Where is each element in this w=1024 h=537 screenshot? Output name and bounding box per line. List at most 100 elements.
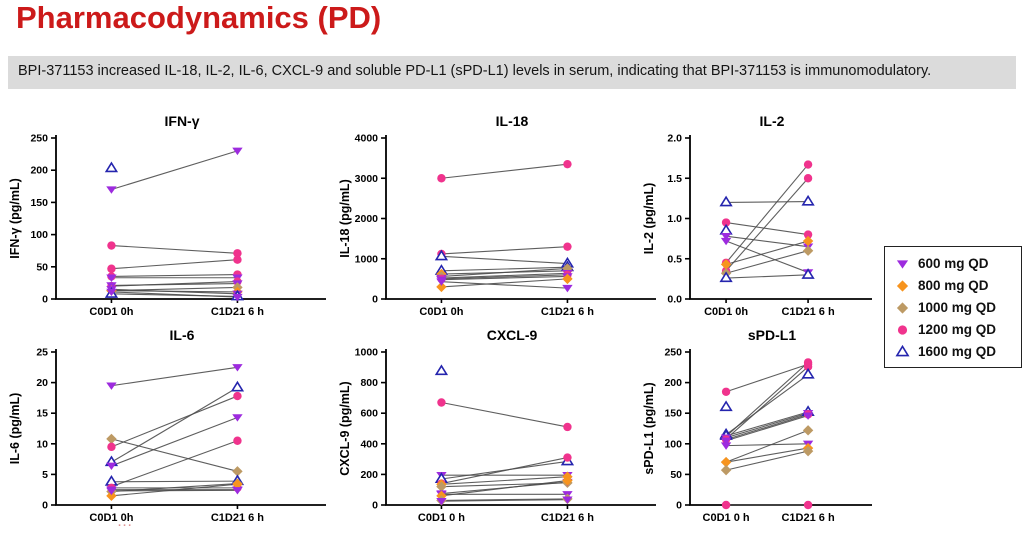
- pair-line: [725, 164, 809, 264]
- x-tick-label: C1D21 6 h: [781, 306, 834, 318]
- pair-line: [111, 259, 238, 270]
- data-point-marker: [436, 278, 447, 286]
- chart-cxcl-9: CXCL-9 CXCL-9 (pg/mL) 0 200 400 600 800 1000 C0D…: [336, 326, 664, 532]
- pair-line: [111, 244, 238, 254]
- pair-line: [111, 288, 238, 295]
- data-point-marker: [563, 422, 572, 432]
- y-tick-label: 10: [36, 438, 48, 450]
- y-axis-label: IL-6 (pg/mL): [8, 393, 22, 465]
- y-axis-label: IL-18 (pg/mL): [338, 179, 352, 257]
- data-point-marker: [802, 412, 814, 420]
- data-point-marker: [232, 364, 243, 372]
- y-axis-label: CXCL-9 (pg/mL): [338, 381, 352, 475]
- data-point-marker: [106, 433, 117, 445]
- data-point-marker: [232, 293, 243, 302]
- x-tick-label: C0D1 0h: [89, 512, 133, 524]
- pair-line: [111, 489, 238, 492]
- legend-item-1200mg: 1200 mg QD: [895, 322, 1013, 337]
- data-point-marker: [803, 174, 813, 183]
- data-point-marker: [107, 442, 116, 452]
- chart-canvas: CXCL-9 CXCL-9 (pg/mL) 0 200 400 600 800 1000 C0D…: [338, 327, 656, 524]
- y-tick-label: 25: [36, 347, 48, 359]
- chart-title: sPD-L1: [748, 327, 796, 343]
- y-tick-label: 200: [360, 469, 378, 481]
- data-point-marker: [233, 255, 242, 264]
- data-point-marker: [434, 364, 449, 376]
- pair-line: [725, 411, 809, 437]
- pair-line: [111, 150, 238, 191]
- x-tick-label: C0D1 0h: [89, 306, 133, 318]
- pair-line: [725, 412, 809, 439]
- legend-label: 600 mg QD: [918, 256, 989, 271]
- pair-line: [725, 429, 809, 463]
- pair-line: [441, 479, 568, 497]
- data-point-marker: [436, 481, 447, 492]
- y-tick-label: 250: [664, 347, 682, 359]
- summary-text: BPI-371153 increased IL-18, IL-2, IL-6, …: [18, 63, 932, 79]
- y-tick-label: 150: [664, 408, 682, 420]
- chart-spd-l1: sPD-L1 sPD-L1 (pg/mL) 0 50 100 150 200 250 C0D1 …: [640, 326, 880, 532]
- data-point-marker: [232, 414, 243, 422]
- pair-line: [725, 250, 809, 274]
- legend-item-800mg: 800 mg QD: [895, 278, 1013, 293]
- chart-canvas: IL-18 IL-18 (pg/mL) 0 1000 2000 3000 4000 C0D1 …: [338, 113, 656, 318]
- y-tick-label: 1.0: [667, 213, 682, 225]
- pair-line: [111, 273, 238, 278]
- pair-line: [441, 281, 568, 289]
- diamond-filled-icon: [896, 301, 909, 314]
- y-tick-label: 0: [372, 294, 378, 306]
- y-tick-label: 1.5: [667, 173, 682, 185]
- chart-il-18: IL-18 IL-18 (pg/mL) 0 1000 2000 3000 4000 C0D1 …: [336, 112, 664, 326]
- pair-line: [725, 450, 809, 471]
- pair-line: [726, 274, 809, 279]
- data-point-marker: [233, 436, 242, 445]
- chart-ifn-gamma: IFN-γ IFN-γ (pg/mL) 0 50 100 150 200 250 C0D1 0h…: [6, 112, 334, 326]
- data-point-marker: [719, 271, 733, 283]
- data-point-marker: [563, 242, 572, 251]
- y-tick-label: 0.0: [667, 294, 682, 306]
- y-tick-label: 150: [30, 197, 48, 209]
- y-tick-label: 800: [360, 377, 378, 389]
- pair-line: [441, 255, 568, 265]
- data-point-marker: [562, 273, 573, 285]
- x-tick-label: C0D1 0h: [704, 306, 748, 318]
- y-tick-label: 200: [664, 377, 682, 389]
- data-point-marker: [720, 237, 732, 246]
- data-point-marker: [106, 487, 117, 496]
- legend-item-600mg: 600 mg QD: [895, 256, 1013, 271]
- pair-line: [725, 221, 809, 236]
- pair-line: [441, 275, 568, 281]
- pair-line: [111, 440, 238, 488]
- chart-title: IL-6: [170, 327, 195, 343]
- legend-label: 800 mg QD: [918, 278, 989, 293]
- data-point-marker: [719, 223, 733, 235]
- y-tick-label: 0: [676, 500, 682, 512]
- data-point-marker: [106, 186, 117, 194]
- chart-canvas: IL-2 IL-2 (pg/mL) 0.0 0.5 1.0 1.5 2.0 C0D1 0h C1…: [642, 113, 872, 318]
- pair-line: [725, 240, 809, 265]
- pair-line: [111, 395, 238, 448]
- data-point-marker: [230, 380, 245, 392]
- x-tick-label: C0D1 0h: [419, 306, 463, 318]
- data-point-marker: [721, 218, 731, 227]
- y-tick-label: 200: [30, 165, 48, 177]
- data-point-marker: [562, 496, 573, 504]
- data-point-marker: [897, 324, 908, 335]
- pair-line: [111, 480, 238, 483]
- data-point-marker: [721, 387, 731, 396]
- pair-line: [725, 447, 809, 463]
- data-point-marker: [802, 245, 814, 256]
- data-point-marker: [801, 268, 815, 279]
- y-tick-label: 3000: [355, 173, 379, 185]
- data-point-marker: [232, 478, 243, 490]
- data-point-marker: [720, 437, 732, 445]
- x-tick-label: C1D21 6 h: [211, 512, 264, 524]
- y-tick-label: 400: [360, 438, 378, 450]
- data-point-marker: [232, 147, 243, 156]
- y-tick-label: 4000: [355, 133, 379, 145]
- data-point-marker: [563, 159, 572, 169]
- pair-line: [441, 401, 568, 428]
- triangle-down-filled-icon: [896, 259, 909, 269]
- data-point-marker: [720, 233, 732, 241]
- chart-canvas: IFN-γ IFN-γ (pg/mL) 0 50 100 150 200 250 C0D1 0h…: [8, 113, 326, 318]
